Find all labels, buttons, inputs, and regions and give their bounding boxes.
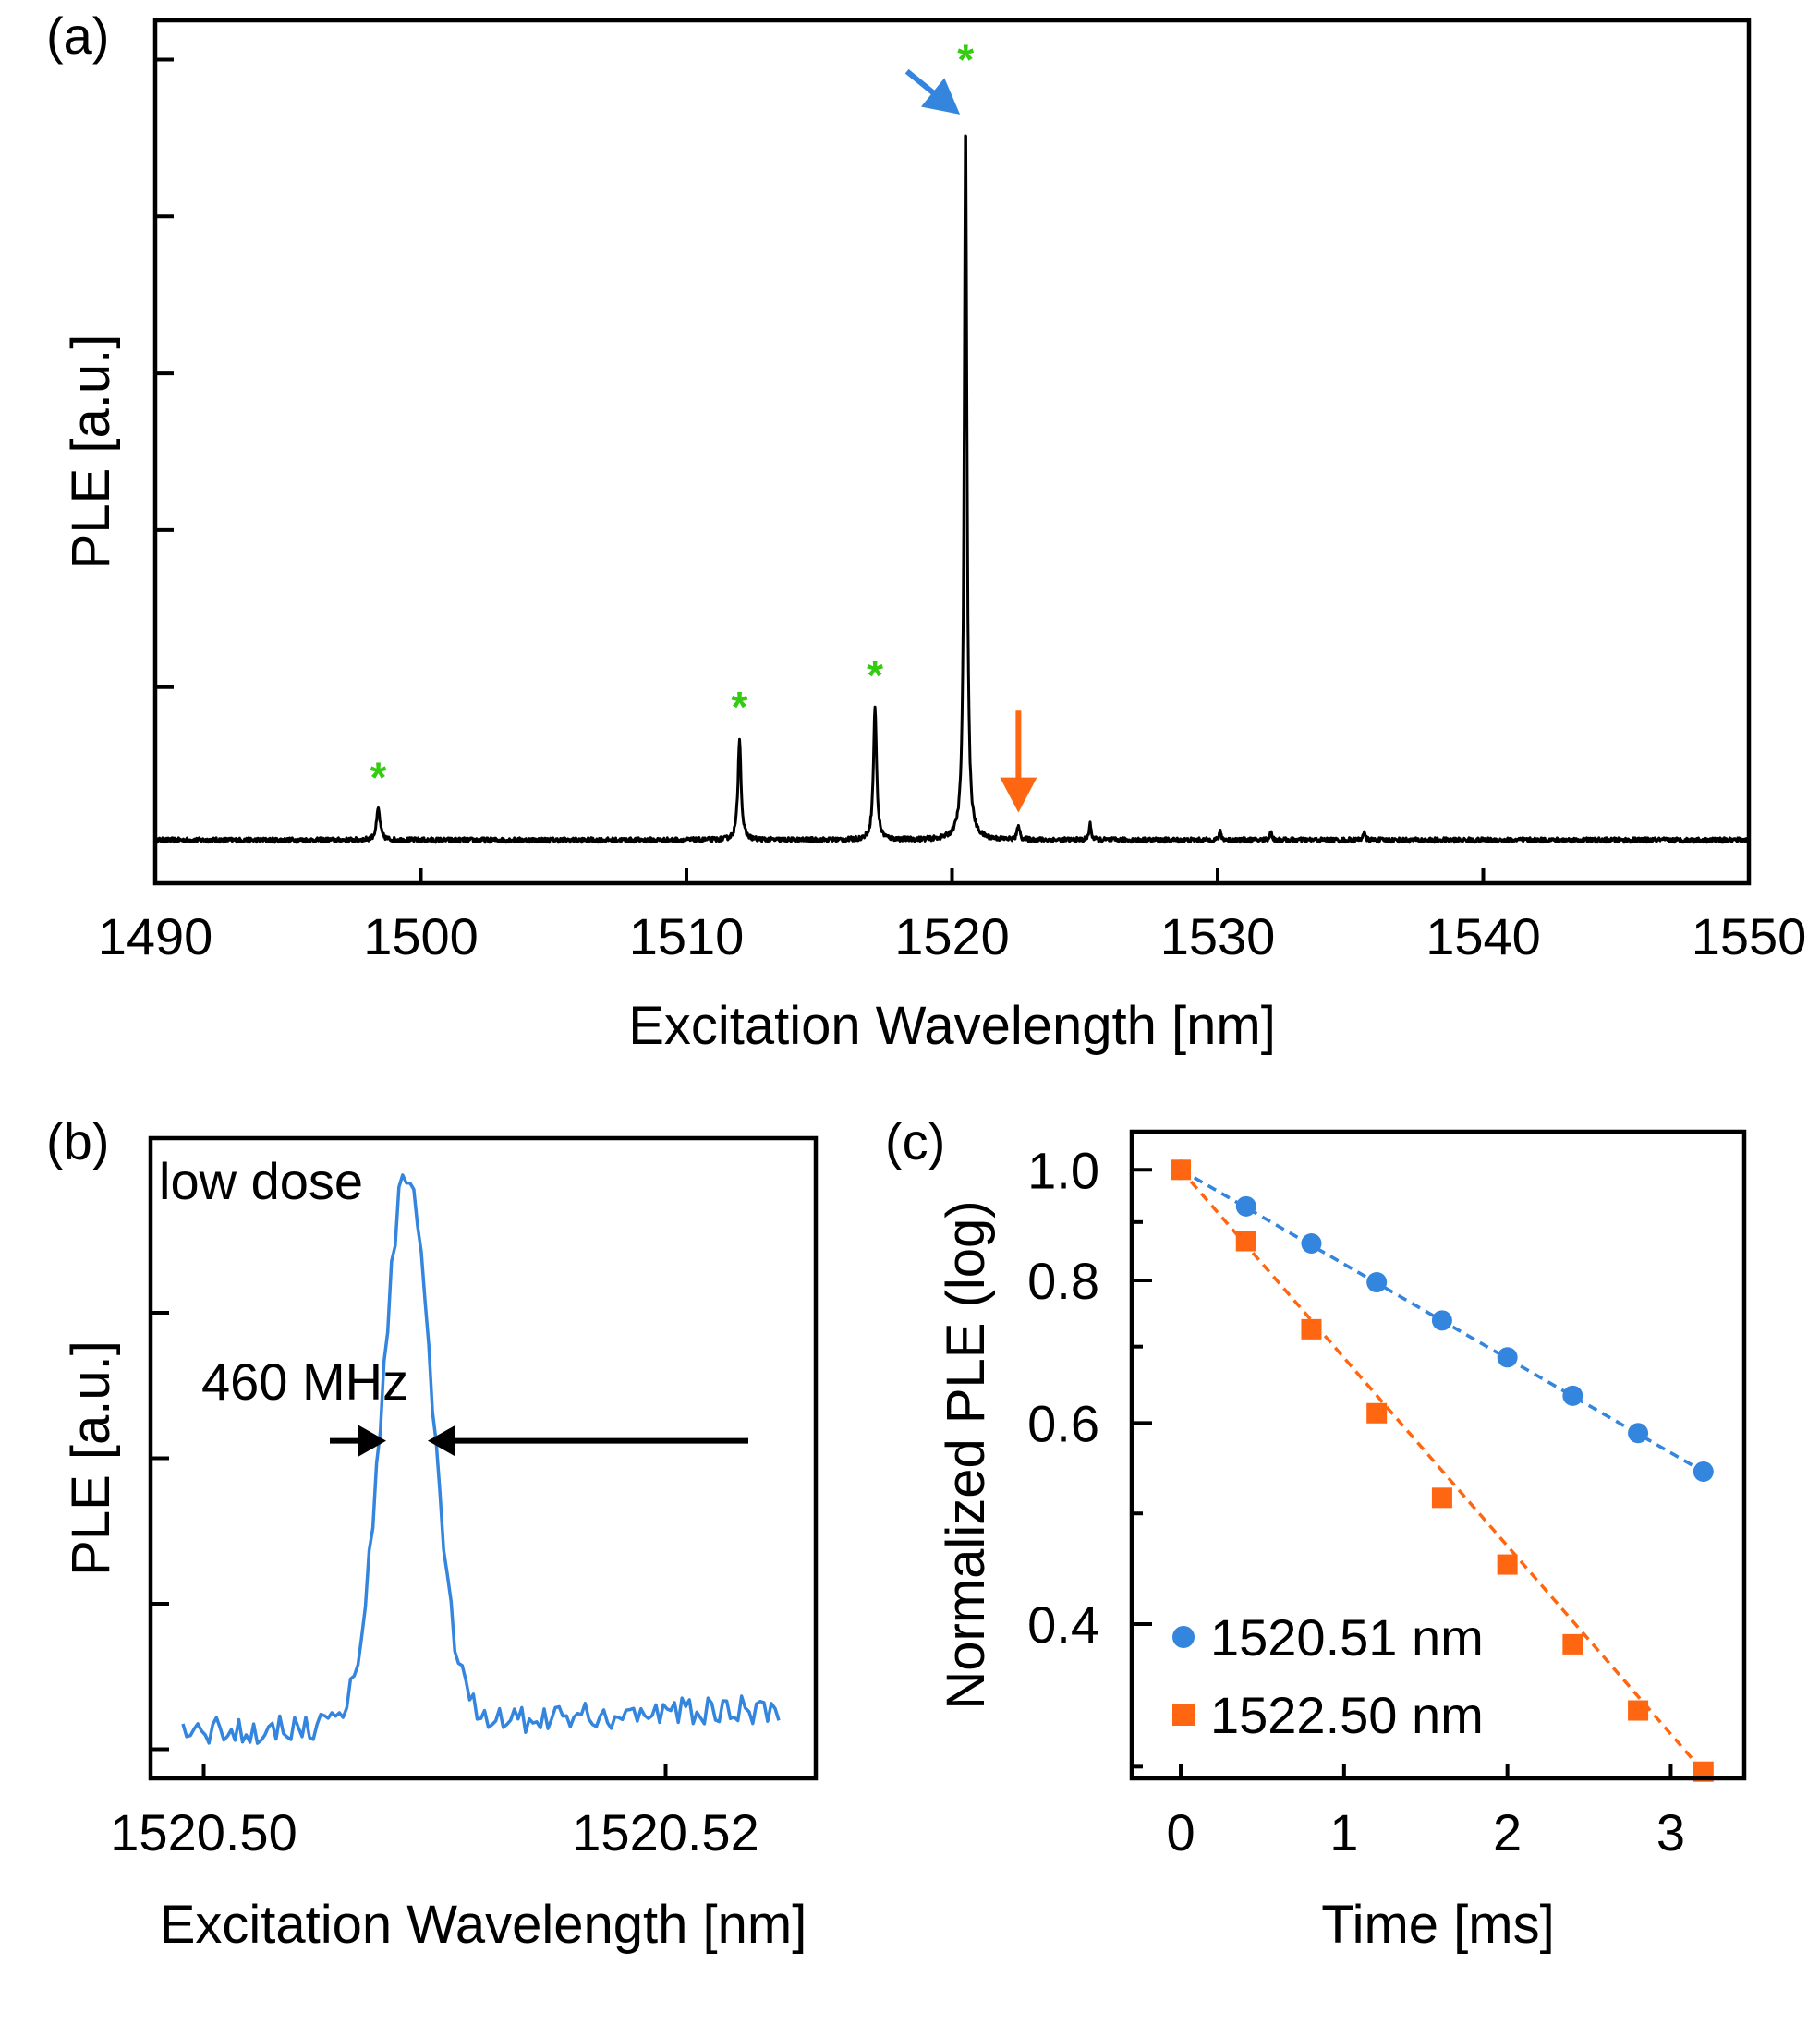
x-axis-title-b: Excitation Wavelength [nm] xyxy=(160,1895,807,1955)
x-tick-label-a-5: 1540 xyxy=(1426,907,1541,965)
x-tick-label-a-2: 1510 xyxy=(629,907,745,965)
fit-line-1 xyxy=(1179,1169,1710,1778)
peak-star-3: * xyxy=(957,35,974,83)
x-tick-label-a-6: 1550 xyxy=(1692,907,1807,965)
y-axis-title-b: PLE [a.u.] xyxy=(61,1340,121,1576)
data-point-1-1 xyxy=(1235,1231,1256,1252)
y-tick-label-c-2: 0.8 xyxy=(1027,1252,1099,1310)
x-tick-label-a-0: 1490 xyxy=(98,907,213,965)
data-point-0-8 xyxy=(1693,1461,1714,1482)
x-tick-label-a-3: 1520 xyxy=(894,907,1010,965)
data-point-0-5 xyxy=(1497,1347,1518,1368)
panel-c: (c) 1520.51 nm 1522.50 nm 0 1 2 3 0.4 0.6 0.8 1.0 T… xyxy=(885,1112,1747,1955)
data-point-1-4 xyxy=(1431,1487,1452,1509)
panel-label-c: (c) xyxy=(885,1112,945,1170)
ple-spectrum-line xyxy=(153,134,1751,844)
annotation-arrow-0-head xyxy=(921,78,961,115)
data-point-0-7 xyxy=(1628,1423,1649,1444)
y-axis-title-c: Normalized PLE (log) xyxy=(936,1200,996,1709)
data-point-0-3 xyxy=(1366,1272,1388,1293)
ple-lineshape-line xyxy=(181,1173,781,1745)
data-point-1-0 xyxy=(1171,1159,1192,1181)
legend-label-1: 1522.50 nm xyxy=(1210,1686,1484,1744)
legend-marker-1 xyxy=(1172,1704,1195,1726)
y-axis-title-a: PLE [a.u.] xyxy=(61,334,121,570)
data-point-1-2 xyxy=(1301,1318,1322,1340)
data-point-1-5 xyxy=(1497,1554,1518,1575)
plot-frame-b xyxy=(148,1135,819,1781)
data-point-1-7 xyxy=(1628,1700,1649,1721)
x-tick-label-b-1: 1520.52 xyxy=(572,1803,758,1861)
x-tick-label-a-1: 1500 xyxy=(363,907,479,965)
x-tick-label-c-0: 0 xyxy=(1166,1803,1195,1861)
x-axis-title-c: Time [ms] xyxy=(1321,1895,1554,1955)
legend-label-0: 1520.51 nm xyxy=(1210,1608,1484,1667)
data-point-0-6 xyxy=(1562,1385,1583,1406)
data-point-0-1 xyxy=(1235,1195,1256,1217)
legend-marker-0 xyxy=(1172,1626,1195,1648)
x-axis-title-a: Excitation Wavelength [nm] xyxy=(628,996,1276,1056)
plot-frame-a xyxy=(152,18,1752,886)
panel-b: (b) 460 MHz low dose 1520.50 1520.52 Excitati… xyxy=(46,1112,819,1955)
peak-star-2: * xyxy=(867,651,883,699)
x-tick-label-a-4: 1530 xyxy=(1160,907,1276,965)
data-point-0-4 xyxy=(1431,1310,1452,1331)
panel-label-b: (b) xyxy=(46,1112,109,1170)
x-tick-label-c-1: 1 xyxy=(1329,1803,1358,1861)
fwhm-arrow-right-head xyxy=(428,1425,455,1457)
annotation-arrow-1-head xyxy=(1000,777,1037,813)
data-point-1-3 xyxy=(1366,1402,1388,1424)
peak-star-0: * xyxy=(370,753,387,801)
fwhm-label: 460 MHz xyxy=(201,1352,408,1411)
x-tick-label-c-3: 3 xyxy=(1656,1803,1685,1861)
data-point-1-6 xyxy=(1562,1633,1583,1655)
panel-a: (a) * * * * 1490 1500 1510 1520 1530 1540 1550 Excit… xyxy=(46,6,1806,1056)
annotation-arrow-0-shaft xyxy=(904,68,937,96)
plot-frame-c xyxy=(1129,1129,1747,1781)
low-dose-label: low dose xyxy=(159,1152,363,1210)
peak-star-1: * xyxy=(732,683,748,731)
y-tick-label-c-0: 0.4 xyxy=(1027,1595,1099,1654)
fwhm-arrow-left-head xyxy=(358,1425,386,1457)
y-tick-label-c-1: 0.6 xyxy=(1027,1394,1099,1452)
x-tick-label-c-2: 2 xyxy=(1493,1803,1522,1861)
x-tick-label-b-0: 1520.50 xyxy=(110,1803,297,1861)
y-tick-label-c-3: 1.0 xyxy=(1027,1141,1099,1199)
panel-label-a: (a) xyxy=(46,6,109,65)
data-point-0-2 xyxy=(1301,1232,1322,1254)
